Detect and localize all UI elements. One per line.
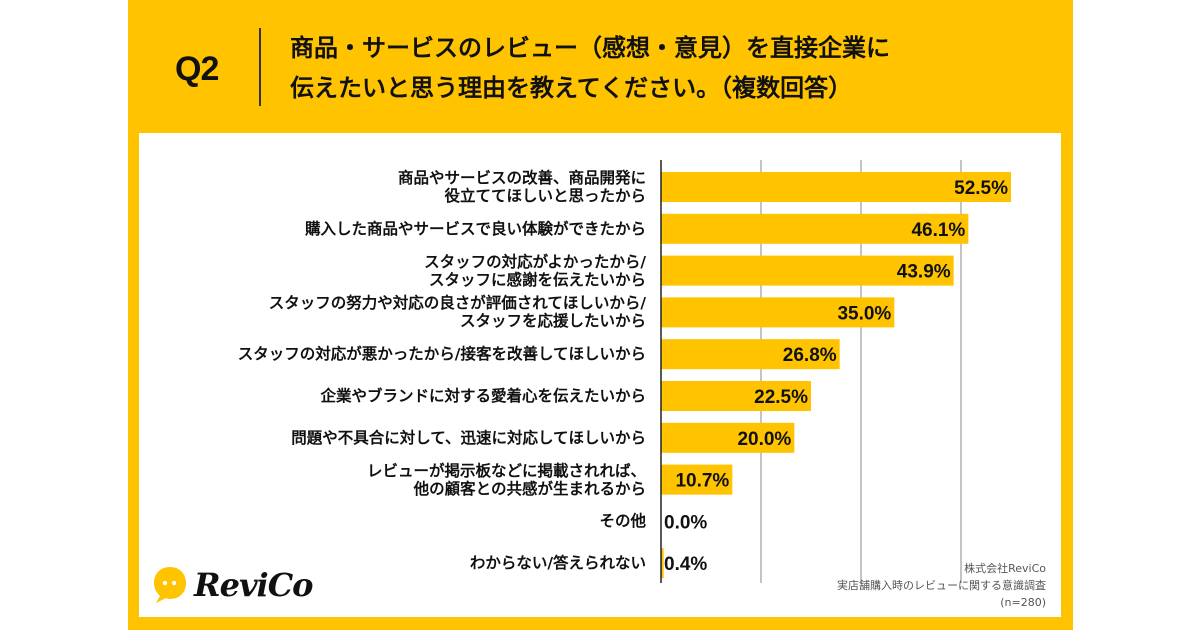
bar-value-label: 26.8% bbox=[783, 345, 837, 366]
bar-value-label: 43.9% bbox=[897, 262, 951, 283]
question-title-line1: 商品・サービスのレビュー（感想・意見）を直接企業に bbox=[290, 34, 890, 62]
question-title-line2: 伝えたいと思う理由を教えてください。（複数回答） bbox=[290, 74, 853, 102]
bar bbox=[661, 213, 969, 244]
bar bbox=[661, 255, 954, 286]
question-number: Q2 bbox=[175, 50, 219, 88]
bar bbox=[661, 464, 733, 495]
source-note: 株式会社ReviCo 実店舗購入時のレビューに関する意識調査 (n=280) bbox=[837, 560, 1046, 611]
bar bbox=[661, 297, 895, 328]
chart-panel bbox=[139, 133, 1061, 617]
bar bbox=[661, 422, 795, 453]
source-sample: (n=280) bbox=[1000, 596, 1046, 609]
bar bbox=[661, 339, 840, 370]
question-title: 商品・サービスのレビュー（感想・意見）を直接企業に 伝えたいと思う理由を教えてく… bbox=[290, 28, 890, 108]
logo: ReviCo bbox=[152, 565, 314, 605]
bar-value-label: 22.5% bbox=[754, 387, 808, 408]
source-company: 株式会社ReviCo bbox=[964, 562, 1046, 575]
bar-value-label: 0.4% bbox=[664, 554, 707, 575]
category-label: その他 bbox=[599, 512, 646, 531]
source-survey: 実店舗購入時のレビューに関する意識調査 bbox=[837, 579, 1046, 592]
logo-text: ReviCo bbox=[194, 566, 314, 604]
bar-value-label: 46.1% bbox=[911, 220, 965, 241]
category-label: スタッフの努力や対応の良さが評価されてほしいから/ スタッフを応援したいから bbox=[268, 294, 646, 331]
bar-value-label: 10.7% bbox=[675, 471, 729, 492]
category-label: スタッフの対応がよかったから/ スタッフに感謝を伝えたいから bbox=[424, 252, 646, 289]
category-label: 購入した商品やサービスで良い体験ができたから bbox=[304, 219, 646, 238]
bar bbox=[661, 381, 811, 411]
bar-value-label: 20.0% bbox=[737, 429, 791, 450]
category-label: 商品やサービスの改善、商品開発に 役立ててほしいと思ったから bbox=[397, 169, 646, 205]
speech-bubble-icon bbox=[154, 567, 186, 603]
bar bbox=[661, 172, 1011, 202]
category-label: スタッフの対応が悪かったから/接客を改善してほしいから bbox=[237, 345, 646, 364]
category-label: レビューが掲示板などに掲載されれば、 他の顧客との共感が生まれるから bbox=[366, 461, 646, 498]
bar-value-label: 52.5% bbox=[954, 178, 1008, 199]
category-label: わからない/答えられない bbox=[469, 554, 646, 573]
header-divider bbox=[259, 28, 261, 106]
category-label: 問題や不具合に対して、迅速に対応してほしいから bbox=[291, 428, 646, 447]
bar bbox=[661, 548, 664, 579]
bar-value-label: 0.0% bbox=[664, 512, 707, 533]
category-label: 企業やブランドに対する愛着心を伝えたいから bbox=[320, 387, 646, 405]
bar-value-label: 35.0% bbox=[837, 303, 891, 324]
